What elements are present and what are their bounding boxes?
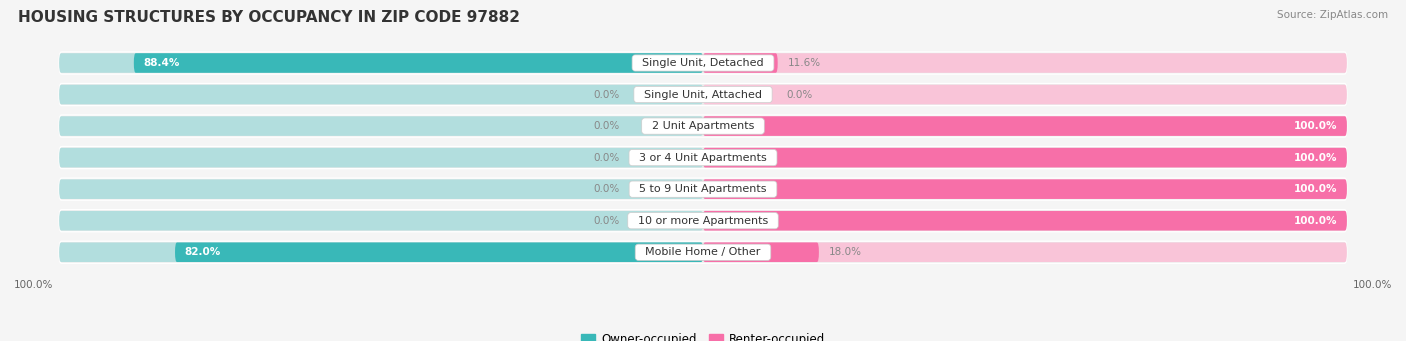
Text: 100.0%: 100.0% — [1294, 184, 1337, 194]
Text: 5 to 9 Unit Apartments: 5 to 9 Unit Apartments — [633, 184, 773, 194]
Text: 0.0%: 0.0% — [787, 90, 813, 100]
FancyBboxPatch shape — [59, 85, 703, 104]
FancyBboxPatch shape — [59, 242, 703, 262]
Text: 0.0%: 0.0% — [593, 184, 619, 194]
Text: 82.0%: 82.0% — [184, 247, 221, 257]
Text: 0.0%: 0.0% — [593, 216, 619, 226]
Text: Single Unit, Detached: Single Unit, Detached — [636, 58, 770, 68]
FancyBboxPatch shape — [59, 116, 703, 136]
Text: Source: ZipAtlas.com: Source: ZipAtlas.com — [1277, 10, 1388, 20]
FancyBboxPatch shape — [703, 179, 1347, 199]
FancyBboxPatch shape — [59, 53, 703, 73]
FancyBboxPatch shape — [703, 85, 1347, 104]
Text: Mobile Home / Other: Mobile Home / Other — [638, 247, 768, 257]
FancyBboxPatch shape — [59, 148, 703, 167]
FancyBboxPatch shape — [703, 242, 818, 262]
FancyBboxPatch shape — [59, 179, 703, 199]
Text: 11.6%: 11.6% — [787, 58, 821, 68]
Text: 88.4%: 88.4% — [143, 58, 180, 68]
Text: 100.0%: 100.0% — [1294, 121, 1337, 131]
FancyBboxPatch shape — [703, 179, 1347, 199]
Text: Single Unit, Attached: Single Unit, Attached — [637, 90, 769, 100]
Text: 100.0%: 100.0% — [1294, 153, 1337, 163]
Text: 100.0%: 100.0% — [1294, 216, 1337, 226]
FancyBboxPatch shape — [59, 84, 1347, 106]
FancyBboxPatch shape — [174, 242, 703, 262]
FancyBboxPatch shape — [703, 211, 1347, 231]
Legend: Owner-occupied, Renter-occupied: Owner-occupied, Renter-occupied — [576, 328, 830, 341]
Text: 0.0%: 0.0% — [593, 153, 619, 163]
FancyBboxPatch shape — [703, 116, 1347, 136]
FancyBboxPatch shape — [59, 241, 1347, 263]
FancyBboxPatch shape — [703, 53, 1347, 73]
Text: 3 or 4 Unit Apartments: 3 or 4 Unit Apartments — [633, 153, 773, 163]
FancyBboxPatch shape — [59, 210, 1347, 232]
FancyBboxPatch shape — [703, 242, 1347, 262]
FancyBboxPatch shape — [59, 147, 1347, 169]
FancyBboxPatch shape — [703, 116, 1347, 136]
FancyBboxPatch shape — [59, 178, 1347, 200]
Text: 0.0%: 0.0% — [593, 121, 619, 131]
FancyBboxPatch shape — [703, 148, 1347, 167]
FancyBboxPatch shape — [703, 211, 1347, 231]
FancyBboxPatch shape — [59, 52, 1347, 74]
FancyBboxPatch shape — [134, 53, 703, 73]
FancyBboxPatch shape — [703, 53, 778, 73]
Text: 0.0%: 0.0% — [593, 90, 619, 100]
Text: 10 or more Apartments: 10 or more Apartments — [631, 216, 775, 226]
Text: 100.0%: 100.0% — [14, 280, 53, 291]
FancyBboxPatch shape — [59, 211, 703, 231]
Text: HOUSING STRUCTURES BY OCCUPANCY IN ZIP CODE 97882: HOUSING STRUCTURES BY OCCUPANCY IN ZIP C… — [18, 10, 520, 25]
Text: 18.0%: 18.0% — [828, 247, 862, 257]
Text: 100.0%: 100.0% — [1353, 280, 1392, 291]
Text: 2 Unit Apartments: 2 Unit Apartments — [645, 121, 761, 131]
FancyBboxPatch shape — [703, 148, 1347, 167]
FancyBboxPatch shape — [59, 115, 1347, 137]
